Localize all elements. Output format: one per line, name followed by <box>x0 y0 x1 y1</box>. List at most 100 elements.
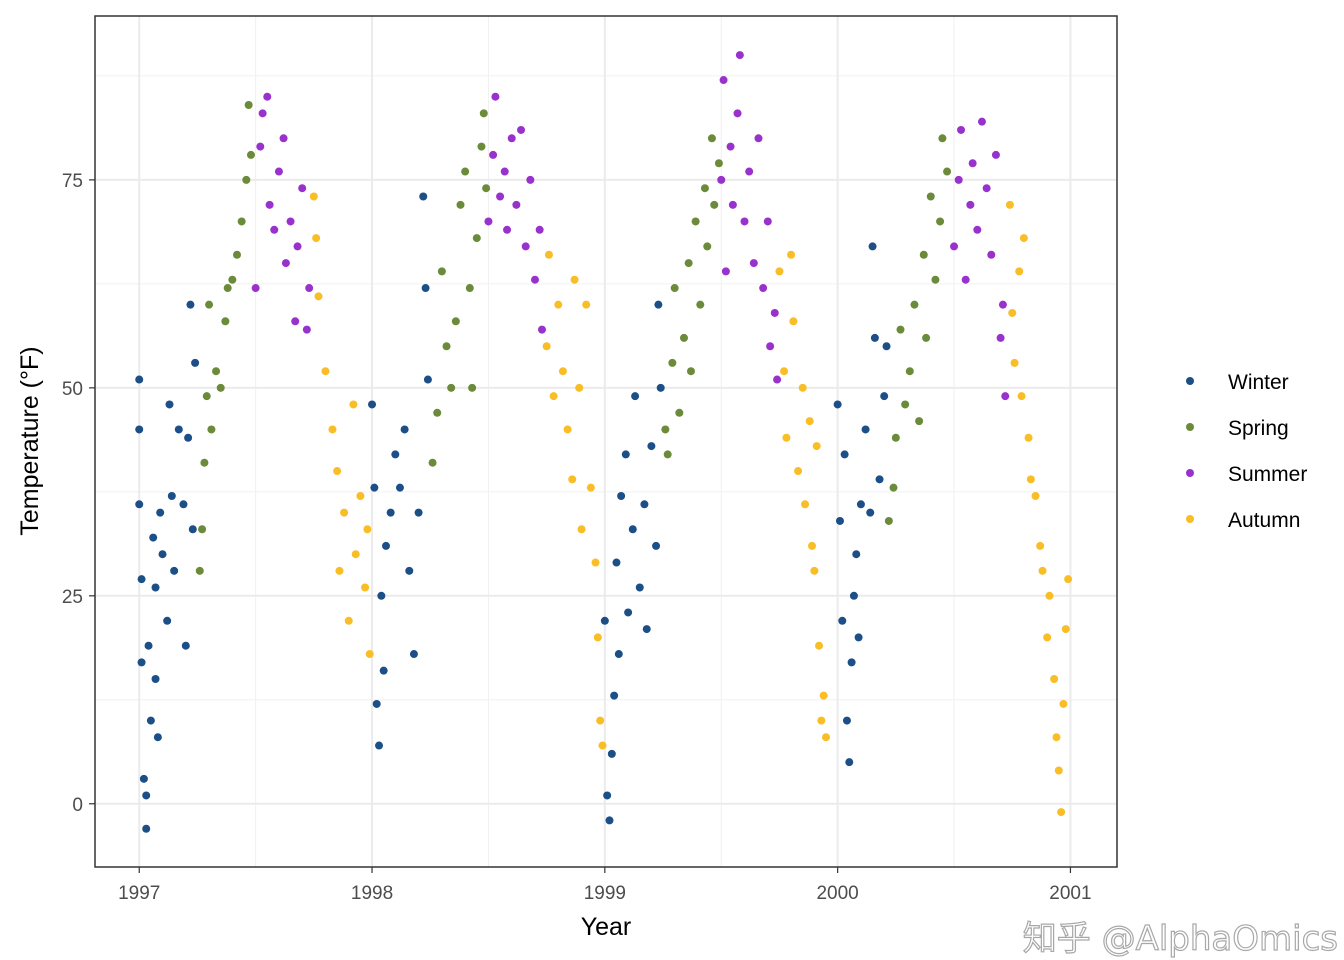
data-point-autumn <box>1024 433 1033 442</box>
data-point-winter <box>612 558 621 567</box>
data-point-autumn <box>577 525 586 534</box>
data-point-summer <box>281 259 290 268</box>
data-point-summer <box>735 51 744 60</box>
data-point-autumn <box>1059 699 1068 708</box>
x-tick-label: 2000 <box>816 883 858 904</box>
legend-label-winter: Winter <box>1228 371 1289 394</box>
data-point-autumn <box>309 192 318 201</box>
data-point-autumn <box>349 400 358 409</box>
data-point-summer <box>512 200 521 209</box>
data-point-summer <box>286 217 295 226</box>
data-point-autumn <box>1057 808 1066 817</box>
data-point-winter <box>849 591 858 600</box>
data-point-autumn <box>596 716 605 725</box>
data-point-summer <box>749 259 758 268</box>
data-point-spring <box>237 217 246 226</box>
data-point-winter <box>614 650 623 659</box>
data-point-spring <box>482 184 491 193</box>
legend-key-winter <box>1186 377 1194 385</box>
data-point-autumn <box>361 583 370 592</box>
data-point-winter <box>603 791 612 800</box>
data-point-winter <box>400 425 409 434</box>
data-point-winter <box>191 358 200 367</box>
data-point-winter <box>149 533 158 542</box>
panel-border <box>94 15 1118 868</box>
data-point-autumn <box>1015 267 1024 276</box>
data-point-spring <box>714 159 723 168</box>
data-point-autumn <box>1026 475 1035 484</box>
data-point-autumn <box>563 425 572 434</box>
data-point-summer <box>517 125 526 134</box>
data-point-summer <box>258 109 267 118</box>
data-point-winter <box>628 525 637 534</box>
data-point-summer <box>721 267 730 276</box>
data-point-autumn <box>780 367 789 376</box>
data-point-spring <box>686 367 695 376</box>
data-point-winter <box>882 342 891 351</box>
data-point-spring <box>926 192 935 201</box>
data-point-autumn <box>1036 541 1045 550</box>
x-tick-label: 1998 <box>351 883 393 904</box>
data-point-winter <box>838 616 847 625</box>
data-point-autumn <box>812 442 821 451</box>
data-point-spring <box>242 175 251 184</box>
data-point-winter <box>135 425 144 434</box>
legend-label-summer: Summer <box>1228 463 1307 486</box>
data-point-winter <box>165 400 174 409</box>
data-point-summer <box>496 192 505 201</box>
data-point-autumn <box>801 500 810 509</box>
data-point-spring <box>228 275 237 284</box>
legend-label-autumn: Autumn <box>1228 509 1300 532</box>
data-point-spring <box>910 300 919 309</box>
y-tick-label: 50 <box>62 379 83 400</box>
data-point-winter <box>379 666 388 675</box>
data-point-autumn <box>593 633 602 642</box>
data-point-winter <box>375 741 384 750</box>
data-point-summer <box>996 333 1005 342</box>
data-point-spring <box>943 167 952 176</box>
data-point-autumn <box>794 467 803 476</box>
data-point-spring <box>710 200 719 209</box>
data-point-winter <box>167 491 176 500</box>
data-point-summer <box>991 150 1000 159</box>
data-point-autumn <box>340 508 349 517</box>
data-point-summer <box>521 242 530 251</box>
data-point-summer <box>251 284 260 293</box>
data-point-winter <box>656 383 665 392</box>
data-point-autumn <box>810 566 819 575</box>
data-point-winter <box>151 674 160 683</box>
data-point-autumn <box>344 616 353 625</box>
data-point-autumn <box>542 342 551 351</box>
data-point-autumn <box>314 292 323 301</box>
data-point-spring <box>703 242 712 251</box>
data-point-spring <box>889 483 898 492</box>
data-point-winter <box>184 433 193 442</box>
data-point-spring <box>205 300 214 309</box>
data-point-autumn <box>817 716 826 725</box>
data-point-winter <box>151 583 160 592</box>
data-point-spring <box>200 458 209 467</box>
data-point-winter <box>652 541 661 550</box>
data-point-winter <box>640 500 649 509</box>
data-point-spring <box>447 383 456 392</box>
data-point-autumn <box>1043 633 1052 642</box>
data-point-summer <box>957 125 966 134</box>
data-point-autumn <box>363 525 372 534</box>
data-point-autumn <box>1054 766 1063 775</box>
x-tick-label: 2001 <box>1049 883 1091 904</box>
data-point-autumn <box>335 566 344 575</box>
data-point-spring <box>663 450 672 459</box>
data-point-summer <box>530 275 539 284</box>
data-point-winter <box>647 442 656 451</box>
data-point-spring <box>428 458 437 467</box>
data-point-spring <box>938 134 947 143</box>
data-point-summer <box>270 225 279 234</box>
data-point-spring <box>216 383 225 392</box>
data-point-spring <box>670 284 679 293</box>
data-point-winter <box>386 508 395 517</box>
data-point-winter <box>866 508 875 517</box>
data-point-spring <box>661 425 670 434</box>
data-point-winter <box>642 625 651 634</box>
data-point-summer <box>719 76 728 85</box>
data-point-spring <box>246 150 255 159</box>
